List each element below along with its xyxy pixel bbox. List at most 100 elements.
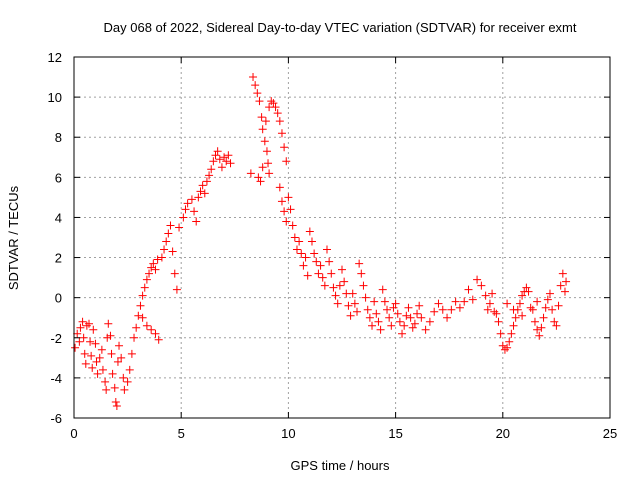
data-point: [370, 297, 379, 306]
data-point: [145, 269, 154, 278]
data-point: [518, 291, 527, 300]
data-point: [196, 187, 205, 196]
data-point: [310, 249, 319, 258]
data-point: [548, 305, 557, 314]
data-point: [280, 143, 289, 152]
data-point: [511, 313, 520, 322]
data-point: [331, 291, 340, 300]
data-point: [277, 129, 286, 138]
data-point: [372, 309, 381, 318]
data-point: [406, 313, 415, 322]
data-point: [91, 339, 100, 348]
data-point: [560, 287, 569, 296]
data-point: [344, 301, 353, 310]
data-point: [402, 311, 411, 320]
data-point: [312, 257, 321, 266]
data-point: [127, 349, 136, 358]
data-point: [515, 299, 524, 308]
data-point: [490, 307, 499, 316]
data-point: [103, 333, 112, 342]
x-tick-label: 25: [603, 426, 617, 441]
data-point: [89, 325, 98, 334]
data-point: [552, 321, 561, 330]
y-tick-label: 0: [55, 291, 62, 306]
data-point: [455, 303, 464, 312]
data-point: [387, 321, 396, 330]
data-point: [153, 255, 162, 264]
data-point: [75, 337, 84, 346]
data-point: [505, 337, 514, 346]
data-point: [275, 183, 284, 192]
data-point: [151, 329, 160, 338]
data-point: [282, 157, 291, 166]
data-point: [164, 229, 173, 238]
data-point: [106, 331, 115, 340]
data-point: [533, 325, 542, 334]
data-point: [277, 197, 286, 206]
data-point: [166, 221, 175, 230]
data-point: [202, 177, 211, 186]
data-point: [111, 397, 120, 406]
data-point: [82, 321, 91, 330]
data-point: [447, 305, 456, 314]
data-point: [119, 373, 128, 382]
data-point: [303, 271, 312, 280]
data-point: [533, 297, 542, 306]
data-point: [393, 309, 402, 318]
data-point: [318, 273, 327, 282]
data-point: [355, 259, 364, 268]
data-point: [284, 193, 293, 202]
data-point: [327, 269, 336, 278]
data-point: [451, 297, 460, 306]
data-point: [73, 329, 82, 338]
data-point: [113, 357, 122, 366]
data-point: [190, 207, 199, 216]
data-point: [192, 217, 201, 226]
y-tick-label: 2: [55, 251, 62, 266]
data-point: [97, 345, 106, 354]
data-points: [71, 73, 571, 410]
data-point: [329, 283, 338, 292]
data-point: [154, 335, 163, 344]
data-point: [404, 303, 413, 312]
data-point: [151, 265, 160, 274]
y-tick-label: -2: [50, 331, 62, 346]
data-point: [261, 117, 270, 126]
data-point: [140, 283, 149, 292]
data-point: [264, 159, 273, 168]
data-point: [524, 287, 533, 296]
data-point: [539, 313, 548, 322]
data-point: [485, 299, 494, 308]
data-point: [168, 247, 177, 256]
data-point: [117, 353, 126, 362]
data-point: [350, 299, 359, 308]
x-tick-label: 10: [281, 426, 295, 441]
data-point: [325, 257, 334, 266]
data-point: [413, 309, 422, 318]
data-point: [292, 245, 301, 254]
data-point: [507, 329, 516, 338]
data-point: [282, 217, 291, 226]
data-point: [120, 385, 129, 394]
x-tick-label: 0: [70, 426, 77, 441]
data-point: [85, 319, 94, 328]
data-point: [340, 277, 349, 286]
data-point: [134, 311, 143, 320]
data-point: [359, 281, 368, 290]
data-point: [368, 321, 377, 330]
data-point: [213, 147, 222, 156]
data-point: [528, 305, 537, 314]
data-point: [537, 323, 546, 332]
data-point: [207, 165, 216, 174]
data-point: [187, 195, 196, 204]
data-point: [183, 199, 192, 208]
data-point: [421, 325, 430, 334]
data-point: [316, 261, 325, 270]
data-point: [333, 299, 342, 308]
data-point: [483, 305, 492, 314]
data-point: [518, 311, 527, 320]
data-point: [357, 269, 366, 278]
data-point: [130, 333, 139, 342]
data-point: [170, 269, 179, 278]
data-point: [522, 283, 531, 292]
